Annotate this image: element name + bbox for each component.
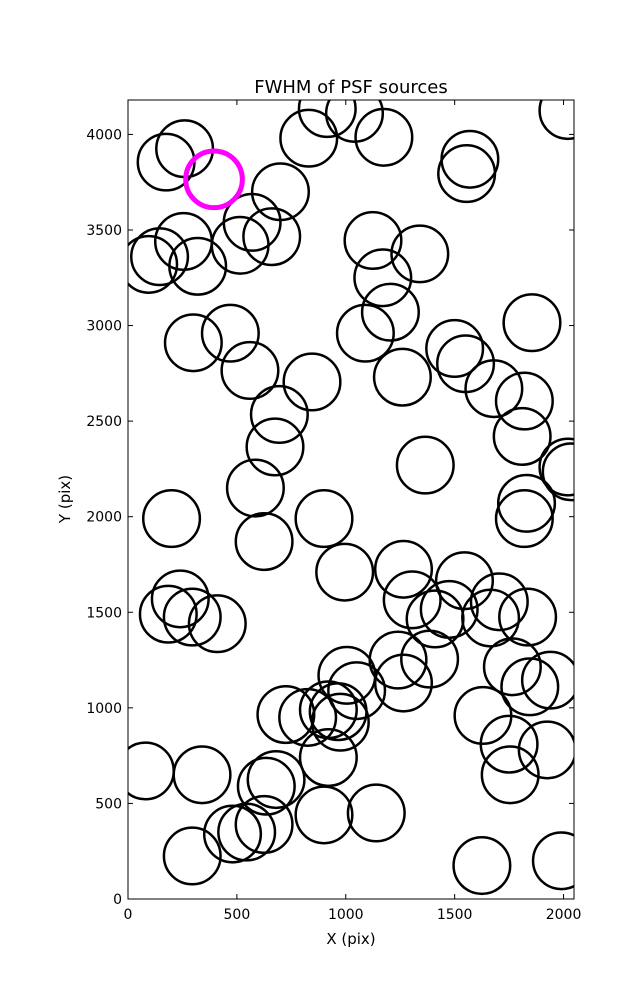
y-tick-label: 2500 — [86, 414, 122, 430]
source-marker — [494, 489, 554, 549]
source-marker — [382, 570, 442, 630]
source-marker — [517, 720, 574, 780]
source-marker — [297, 100, 357, 139]
source-marker — [246, 749, 306, 810]
source-marker — [390, 224, 450, 284]
source-marker — [373, 539, 434, 599]
source-marker — [531, 831, 574, 891]
source-marker — [353, 248, 413, 308]
source-marker — [500, 657, 560, 717]
source-marker — [315, 542, 375, 602]
source-marker — [234, 794, 294, 855]
source-marker — [492, 406, 552, 466]
source-marker — [141, 489, 202, 549]
x-tick-label: 500 — [224, 907, 251, 923]
source-marker — [482, 637, 542, 697]
source-marker — [150, 569, 210, 629]
source-marker — [461, 588, 521, 648]
source-marker — [294, 489, 354, 549]
plot-frame — [127, 99, 575, 900]
source-marker — [425, 318, 485, 379]
highlighted-source-marker — [183, 148, 245, 211]
y-tick-label: 1000 — [86, 701, 122, 717]
y-tick-label: 500 — [95, 796, 122, 812]
source-marker — [452, 835, 512, 896]
source-marker — [469, 572, 529, 632]
source-marker — [395, 435, 455, 495]
x-axis: 0 500 1000 1500 2000 — [124, 100, 582, 923]
source-marker — [498, 587, 558, 647]
x-tick-label: 2000 — [546, 907, 582, 923]
source-marker — [217, 802, 277, 862]
source-marker — [245, 417, 305, 477]
y-tick-label: 4000 — [86, 127, 122, 143]
x-tick-label: 1000 — [328, 907, 364, 923]
source-marker — [520, 650, 574, 710]
source-marker — [128, 741, 175, 801]
source-marker — [541, 442, 574, 502]
source-marker — [234, 511, 294, 572]
x-axis-label: X (pix) — [326, 930, 375, 948]
source-marker — [249, 384, 309, 444]
chart-title: FWHM of PSF sources — [254, 77, 448, 98]
source-marker — [168, 236, 228, 296]
x-tick-label: 1500 — [437, 907, 473, 923]
source-marker — [200, 303, 260, 363]
source-marker — [437, 144, 497, 204]
y-axis: 0 500 1000 1500 2000 2500 3000 3500 4000 — [86, 127, 574, 908]
marker-layer — [128, 100, 574, 896]
source-marker — [317, 645, 377, 705]
y-tick-label: 3500 — [86, 223, 122, 239]
source-marker — [236, 756, 296, 816]
source-marker — [163, 313, 223, 373]
source-marker — [479, 714, 539, 774]
source-marker — [400, 629, 460, 689]
source-marker — [279, 108, 339, 168]
source-marker — [130, 227, 190, 287]
y-tick-label: 3000 — [86, 319, 122, 335]
source-marker — [335, 303, 395, 363]
source-marker — [162, 826, 222, 886]
source-marker — [202, 804, 263, 864]
x-tick-label: 0 — [124, 907, 133, 923]
source-marker — [480, 745, 540, 805]
source-marker — [282, 352, 342, 412]
source-marker — [172, 745, 232, 805]
source-marker — [225, 458, 285, 518]
source-marker — [324, 100, 385, 143]
y-axis-label: Y (pix) — [56, 475, 74, 524]
y-tick-label: 1500 — [86, 605, 122, 621]
source-marker — [187, 594, 247, 654]
source-marker — [138, 584, 198, 644]
source-marker — [155, 119, 215, 179]
source-marker — [242, 207, 302, 267]
source-marker — [220, 340, 280, 401]
source-marker — [538, 100, 574, 141]
source-marker — [502, 293, 562, 353]
y-tick-label: 0 — [113, 892, 122, 908]
source-marker — [128, 234, 179, 294]
source-marker — [360, 282, 420, 342]
source-marker — [327, 661, 387, 721]
source-marker — [162, 587, 222, 647]
source-marker — [343, 210, 403, 271]
source-marker — [354, 107, 414, 167]
y-tick-label: 2000 — [86, 510, 122, 526]
source-marker — [210, 215, 270, 275]
source-marker — [310, 692, 370, 752]
source-marker — [494, 371, 554, 431]
source-marker — [372, 347, 432, 407]
source-marker — [294, 785, 354, 845]
source-marker — [496, 473, 557, 533]
source-marker — [464, 359, 524, 419]
source-marker — [538, 437, 574, 497]
source-marker — [346, 783, 406, 843]
